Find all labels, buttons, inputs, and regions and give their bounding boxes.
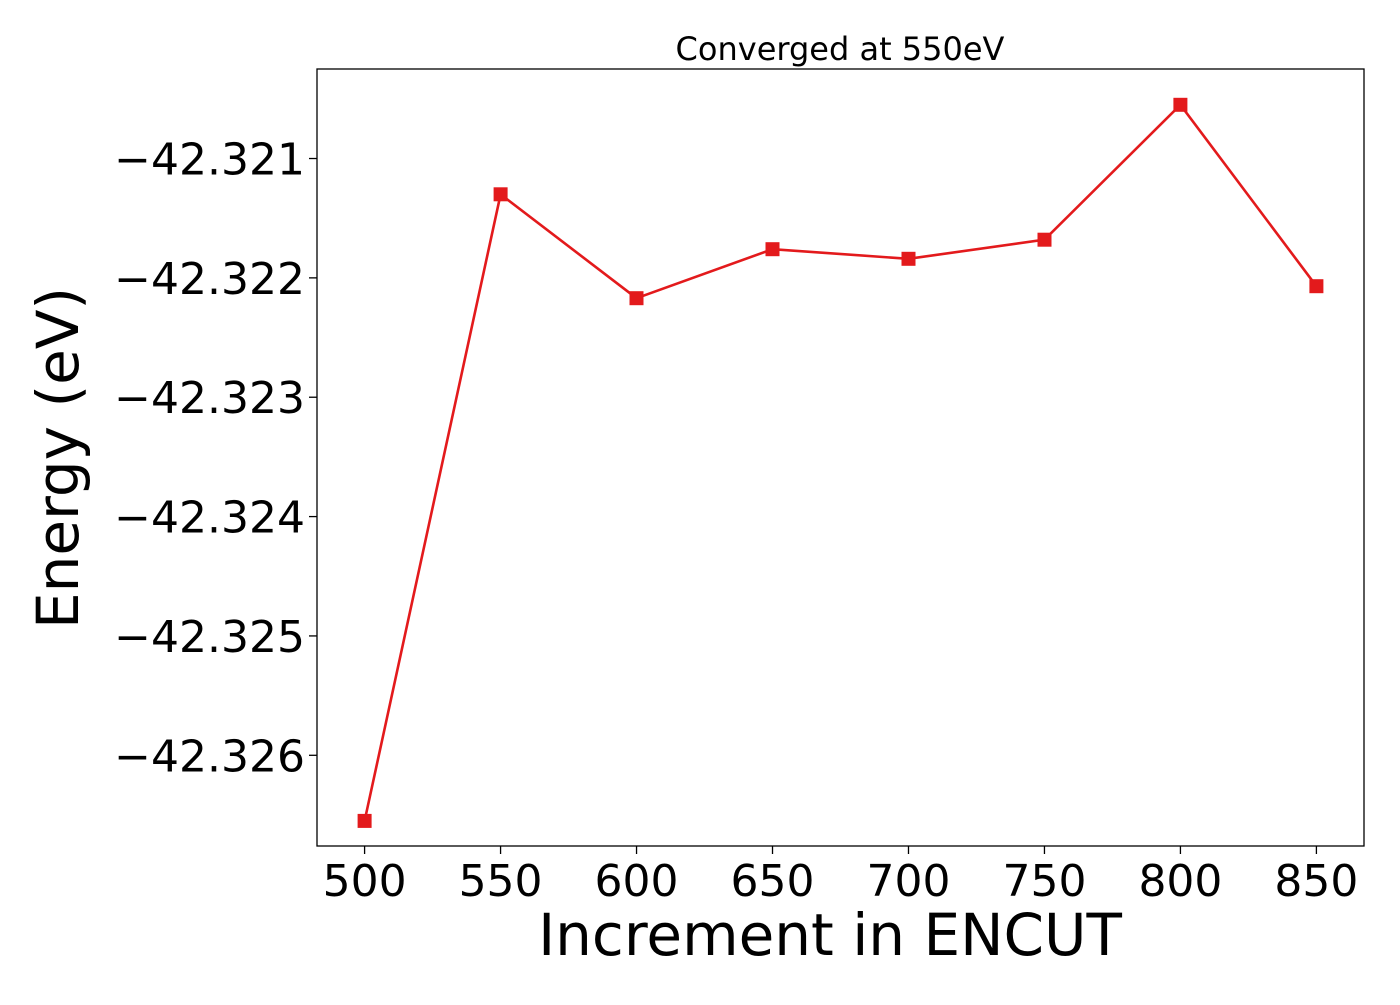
x-tick-label: 550 (459, 856, 543, 907)
data-point-marker (1173, 97, 1188, 112)
x-tick-label: 800 (1138, 856, 1222, 907)
data-point-marker (629, 291, 644, 306)
data-point-marker (1037, 232, 1052, 247)
data-point-marker (765, 242, 780, 257)
plot-frame (316, 68, 1365, 847)
x-tick-label: 500 (323, 856, 407, 907)
x-tick-label: 850 (1274, 856, 1358, 907)
x-tick-label: 750 (1002, 856, 1086, 907)
x-axis-ticks: 500 550 600 650 700 750 800 850 (323, 846, 1358, 907)
plot-layer (357, 97, 1324, 828)
data-point-marker (1309, 279, 1324, 294)
y-tick-label: −42.322 (114, 254, 305, 305)
chart-title: Converged at 550eV (676, 30, 1005, 68)
series-line (363, 102, 1318, 822)
y-tick-label: −42.321 (114, 135, 305, 186)
x-tick-label: 650 (731, 856, 815, 907)
x-tick-label: 700 (866, 856, 950, 907)
x-tick-label: 600 (595, 856, 679, 907)
y-tick-label: −42.326 (114, 731, 305, 782)
data-point-marker (901, 251, 916, 266)
y-axis-label: Energy (eV) (24, 287, 92, 629)
data-point-marker (493, 187, 508, 202)
y-tick-label: −42.323 (114, 373, 305, 424)
data-point-marker (357, 813, 372, 828)
y-tick-label: −42.324 (114, 493, 305, 544)
x-axis-label: Increment in ENCUT (538, 901, 1122, 969)
y-tick-label: −42.325 (114, 612, 305, 663)
y-axis-ticks: −42.321 −42.322 −42.323 −42.324 −42.325 −42.3… (114, 135, 317, 782)
